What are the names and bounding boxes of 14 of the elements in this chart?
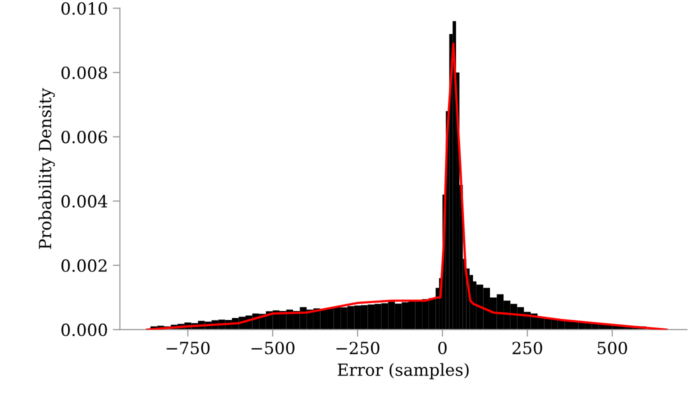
y-tick-label: 0.008 xyxy=(61,66,107,80)
y-tick-label: 0.010 xyxy=(61,2,107,15)
x-tick-label: −500 xyxy=(252,342,294,354)
x-axis-title: Error (samples) xyxy=(338,363,469,380)
x-tick-label: 500 xyxy=(598,342,628,354)
y-axis-title: Probability Density xyxy=(38,88,55,249)
y-tick-label: 0.002 xyxy=(61,259,106,272)
x-tick-label: −750 xyxy=(166,342,210,354)
y-tick-label: 0.000 xyxy=(61,324,107,336)
y-tick-label: 0.004 xyxy=(61,195,108,208)
x-tick-label: 250 xyxy=(512,342,542,354)
x-tick-label: 0 xyxy=(438,342,447,354)
x-tick-label: −250 xyxy=(336,342,380,354)
y-tick-label: 0.006 xyxy=(61,130,108,144)
